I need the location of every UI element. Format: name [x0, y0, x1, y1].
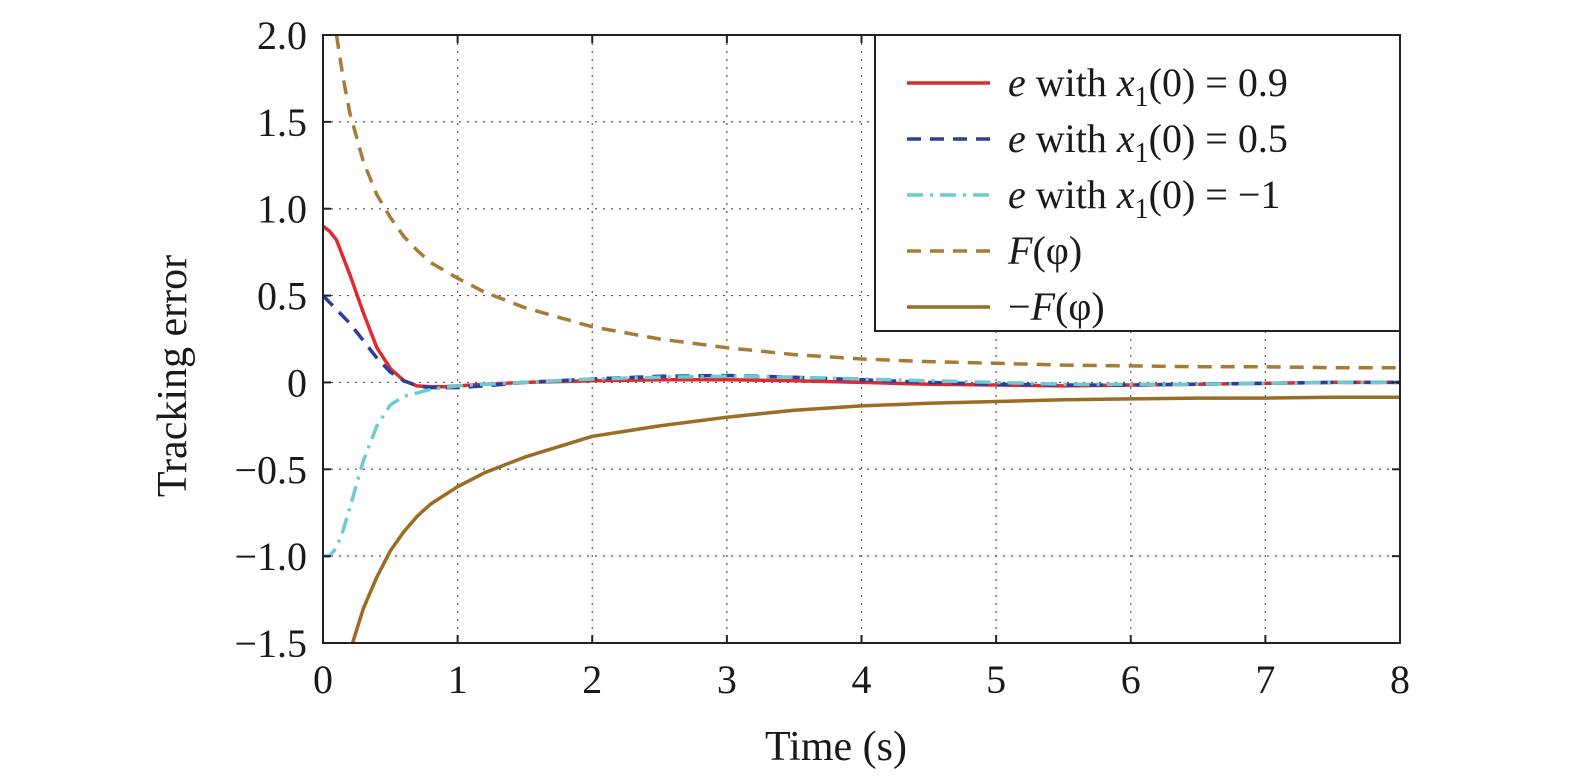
- legend-entry-5: −F(φ): [1008, 284, 1105, 329]
- x-tick-label: 8: [1390, 657, 1410, 702]
- y-tick-label: 2.0: [257, 13, 307, 58]
- x-tick-label: 5: [986, 657, 1006, 702]
- legend-entry-2: e with x1(0) = 0.5: [1008, 116, 1288, 169]
- x-tick-label: 6: [1121, 657, 1141, 702]
- legend-entry-1: e with x1(0) = 0.9: [1008, 60, 1288, 113]
- x-tick-label: 0: [313, 657, 333, 702]
- y-tick-label: 1.5: [257, 100, 307, 145]
- y-tick-label: 0.5: [257, 274, 307, 319]
- y-tick-labels: 2.0 1.5 1.0 0.5 0 −0.5 −1.0 −1.5: [234, 13, 307, 666]
- y-axis-title: Tracking error: [150, 255, 196, 497]
- series-line-5: [350, 395, 1400, 643]
- y-tick-label: 0: [287, 360, 307, 405]
- y-tick-label: 1.0: [257, 187, 307, 232]
- legend-box: [874, 34, 1401, 332]
- legend-entry-4: F(φ): [1007, 228, 1082, 273]
- y-tick-label: −0.5: [234, 447, 307, 492]
- y-tick-label: −1.5: [234, 621, 307, 666]
- legend-entry-3: e with x1(0) = −1: [1008, 172, 1280, 225]
- x-tick-label: 7: [1255, 657, 1275, 702]
- x-tick-label: 1: [448, 657, 468, 702]
- x-axis-title: Time (s): [765, 724, 907, 770]
- legend: e with x1(0) = 0.9e with x1(0) = 0.5e wi…: [874, 34, 1401, 332]
- x-tick-labels: 0 1 2 3 4 5 6 7 8: [313, 657, 1410, 702]
- series-lines: [323, 35, 1400, 643]
- y-tick-label: −1.0: [234, 534, 307, 579]
- x-tick-label: 2: [582, 657, 602, 702]
- x-tick-label: 3: [717, 657, 737, 702]
- x-tick-label: 4: [852, 657, 872, 702]
- series-line-3: [323, 374, 1400, 558]
- series-line-4: [334, 35, 1400, 370]
